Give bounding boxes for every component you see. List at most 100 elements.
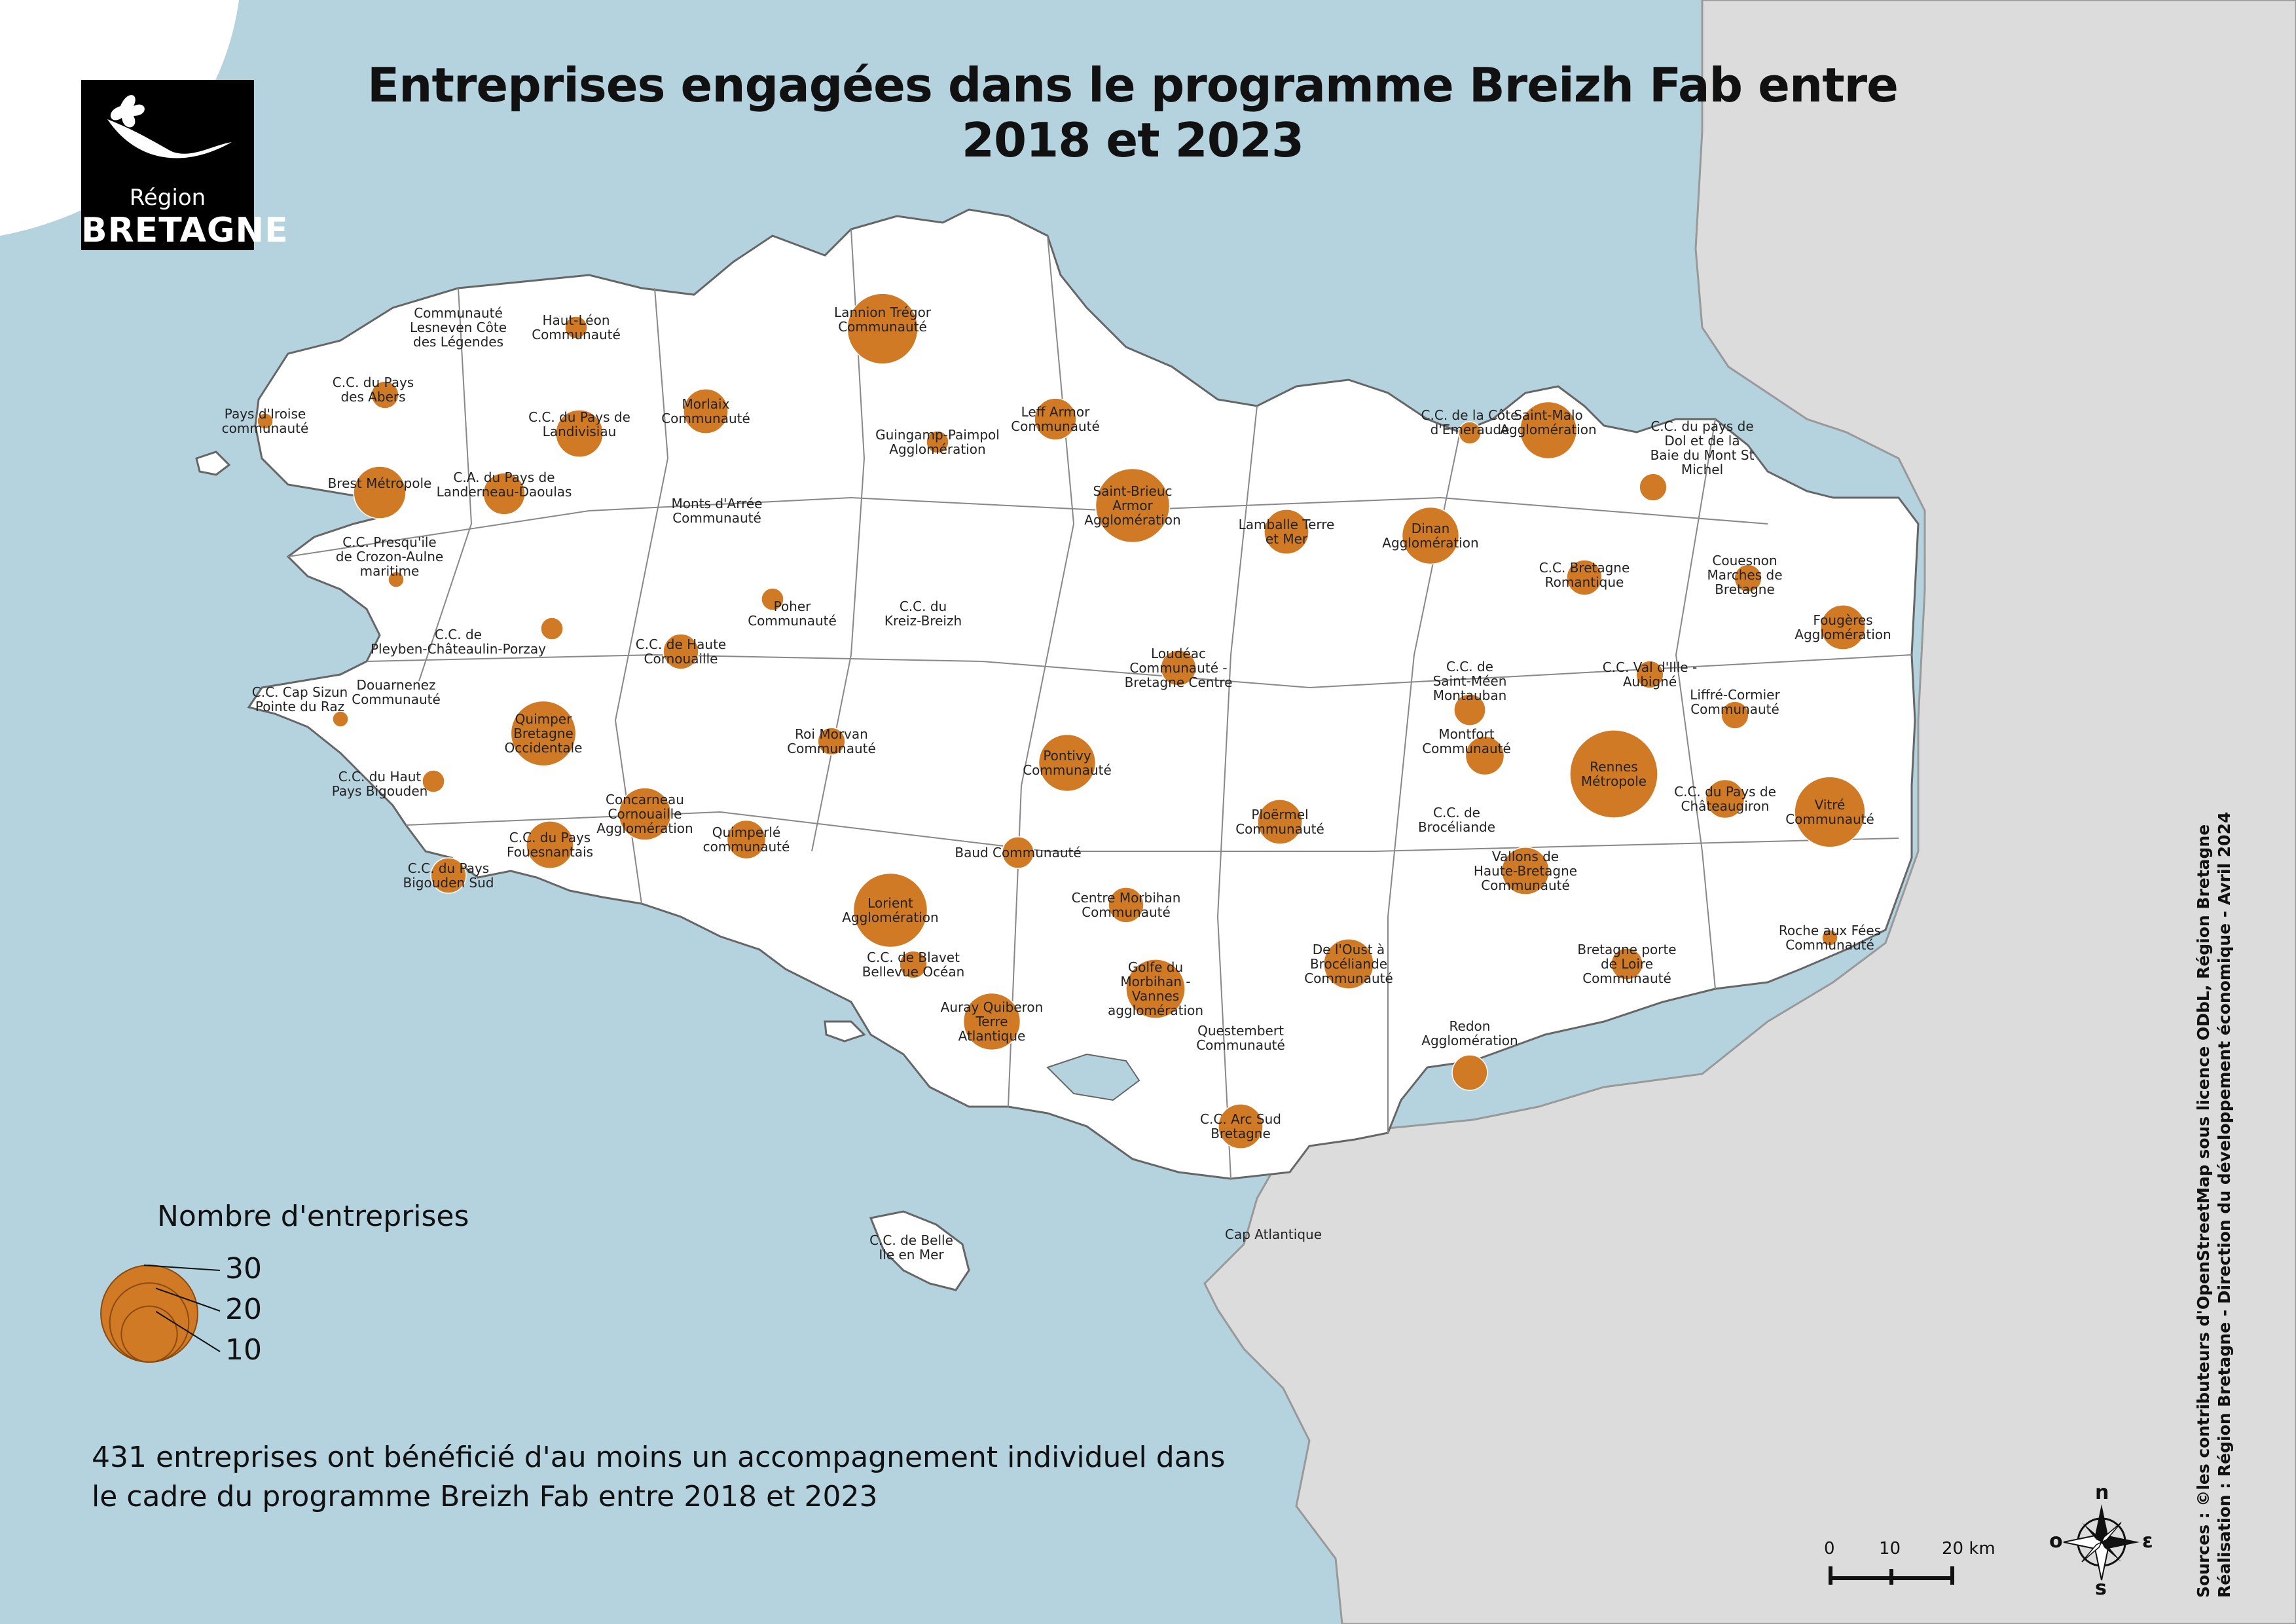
bubble-epci-12 xyxy=(353,466,407,519)
bubble-epci-34 xyxy=(1465,735,1505,776)
bubble-epci-36 xyxy=(1569,729,1658,819)
epci-label-45: Baud Communauté xyxy=(955,845,1081,860)
compass-north-label: n xyxy=(2095,1481,2109,1504)
epci-label-0: Communauté Lesneven Côte des Légendes xyxy=(410,305,507,350)
epci-label-21: Poher Communauté xyxy=(748,599,837,629)
bubble-epci-17 xyxy=(1401,506,1460,565)
scale-label-20km: 20 km xyxy=(1942,1539,1995,1559)
epci-label-41: Ploërmel Communauté xyxy=(1235,807,1324,837)
legend-leader-10 xyxy=(155,1310,221,1352)
credits: Sources : ©les contributeurs d'OpenStree… xyxy=(2193,812,2235,1598)
epci-label-34: Montfort Communauté xyxy=(1422,726,1511,756)
epci-label-20: Couesnon Marches de Bretagne xyxy=(1707,553,1782,597)
legend-value-10: 10 xyxy=(225,1333,262,1367)
epci-label-24: C.C. de Pleyben-Châteaulin-Porzay xyxy=(371,627,546,657)
logo-text-bretagne: BRETAGNE xyxy=(81,211,289,250)
epci-label-27: C.C. Val d'Ille -Aubigné xyxy=(1603,659,1697,690)
epci-label-54: Golfe du Morbihan -Vannes agglomération xyxy=(1108,959,1203,1018)
bubble-epci-3 xyxy=(371,380,399,409)
bubble-epci-37 xyxy=(422,769,445,793)
belle-ile xyxy=(869,1210,970,1291)
bubble-epci-20 xyxy=(1734,564,1762,593)
bubble-epci-4 xyxy=(257,413,274,430)
bubble-epci-24 xyxy=(540,617,564,640)
epci-label-56: Questembert Communauté xyxy=(1196,1023,1285,1053)
epci-label-31: Liffré-Cormier Communauté xyxy=(1690,687,1780,717)
bubble-epci-13 xyxy=(483,472,526,515)
epci-label-42: C.C. de Brocéliande xyxy=(1418,805,1495,835)
epci-label-49: Centre Morbihan Communauté xyxy=(1072,890,1181,920)
epci-label-38: Vitré Communauté xyxy=(1785,797,1874,827)
epci-label-37: C.C. du Haut Pays Bigouden xyxy=(332,769,428,799)
compass-south-label: s xyxy=(2095,1577,2107,1600)
epci-label-17: Dinan Agglomération xyxy=(1382,521,1478,551)
bubble-epci-29 xyxy=(332,710,349,728)
legend-circle-10 xyxy=(120,1305,178,1363)
epci-label-36: Rennes Métropole xyxy=(1581,759,1647,789)
proportional-symbols xyxy=(257,293,1866,1149)
epci-label-33: Roi Morvan Communauté xyxy=(787,726,876,756)
epci-label-4: Pays d'Iroise communauté xyxy=(222,406,309,436)
epci-label-44: Quimperlé communauté xyxy=(703,824,790,855)
bubble-epci-38 xyxy=(1794,776,1866,848)
bubble-epci-7 xyxy=(1034,397,1077,441)
bubble-epci-10 xyxy=(1519,401,1578,460)
legend-title: Nombre d'entreprises xyxy=(157,1200,469,1233)
bubble-epci-27 xyxy=(1635,660,1664,689)
epci-label-9: C.C. de la Côte d'Emeraude xyxy=(1421,407,1519,437)
epci-label-48: Lorient Agglomération xyxy=(842,895,938,925)
bubble-epci-2 xyxy=(847,293,919,365)
bubble-epci-28 xyxy=(1453,693,1486,726)
bubble-epci-11 xyxy=(1639,473,1667,502)
bubble-epci-8 xyxy=(926,430,949,454)
bubble-epci-5 xyxy=(683,388,729,434)
compass-east-label: ε xyxy=(2142,1530,2153,1553)
compass-west-label: o xyxy=(2049,1530,2063,1553)
summary-note-line2: le cadre du programme Breizh Fab entre 2… xyxy=(92,1480,878,1513)
epci-label-55: Auray Quiberon Terre Atlantique xyxy=(941,999,1044,1044)
bubble-epci-49 xyxy=(1108,887,1144,923)
neighbour-land xyxy=(1203,0,2296,1624)
bubble-epci-54 xyxy=(1125,959,1186,1019)
scale-label-10: 10 xyxy=(1879,1539,1901,1559)
epci-label-47: C.C. du Pays Bigouden Sud xyxy=(403,860,494,891)
epci-label-60: C.C. de Belle Ile en Mer xyxy=(869,1232,953,1263)
epci-label-16: Lamballe Terre et Mer xyxy=(1239,517,1335,547)
credits-realisation: Réalisation : Région Bretagne - Directio… xyxy=(2215,811,2234,1598)
brittany-land xyxy=(247,208,1920,1180)
bubble-epci-1 xyxy=(564,316,588,339)
epci-label-50: Roche aux Fées Communauté xyxy=(1779,923,1881,953)
epci-label-40: C.C. du Pays de Châteaugiron xyxy=(1674,784,1776,814)
bubble-epci-33 xyxy=(817,727,846,756)
legend-leader-30 xyxy=(143,1264,221,1271)
bubble-epci-41 xyxy=(1257,799,1303,845)
epci-label-5: Morlaix Communauté xyxy=(661,396,750,426)
bubble-epci-44 xyxy=(726,819,767,860)
bubble-epci-52 xyxy=(1611,948,1643,980)
compass-icon xyxy=(2063,1504,2140,1581)
epci-label-23: Fougères Agglomération xyxy=(1795,612,1891,642)
region-bretagne-logo: Région BRETAGNE xyxy=(81,80,289,250)
epci-label-13: C.A. du Pays de Landerneau-Daoulas xyxy=(437,470,572,500)
summary-note: 431 entreprises ont bénéficié d'au moins… xyxy=(92,1438,1336,1517)
epci-label-10: Saint-Malo Agglomération xyxy=(1500,407,1596,437)
bubble-epci-39 xyxy=(618,787,672,841)
epci-label-25: C.C. de Haute Cornouaille xyxy=(636,637,726,667)
bubble-epci-35 xyxy=(1038,733,1097,792)
legend-symbols xyxy=(100,1264,221,1363)
epci-label-35: Pontivy Communauté xyxy=(1023,748,1112,778)
epci-label-53: C.C. de Blavet Bellevue Océan xyxy=(862,950,965,980)
epci-label-30: Douarnenez Communauté xyxy=(352,677,441,707)
epci-label-8: Guingamp-Paimpol Agglomération xyxy=(875,427,1000,457)
bubble-epci-31 xyxy=(1721,701,1749,729)
bubble-epci-15 xyxy=(1095,468,1171,544)
epci-label-26: Loudéac Communauté -Bretagne Centre xyxy=(1125,646,1233,690)
epci-label-29: C.C. Cap Sizun Pointe du Raz xyxy=(252,684,348,714)
bubble-epci-40 xyxy=(1705,779,1745,819)
epci-label-1: Haut-Léon Communauté xyxy=(532,312,621,342)
epci-label-43: C.C. du Pays Fouesnantais xyxy=(507,830,593,860)
bubble-epci-25 xyxy=(663,633,699,670)
bubble-epci-6 xyxy=(555,409,604,458)
epci-label-28: C.C. de Saint-Méen Montauban xyxy=(1433,659,1507,703)
